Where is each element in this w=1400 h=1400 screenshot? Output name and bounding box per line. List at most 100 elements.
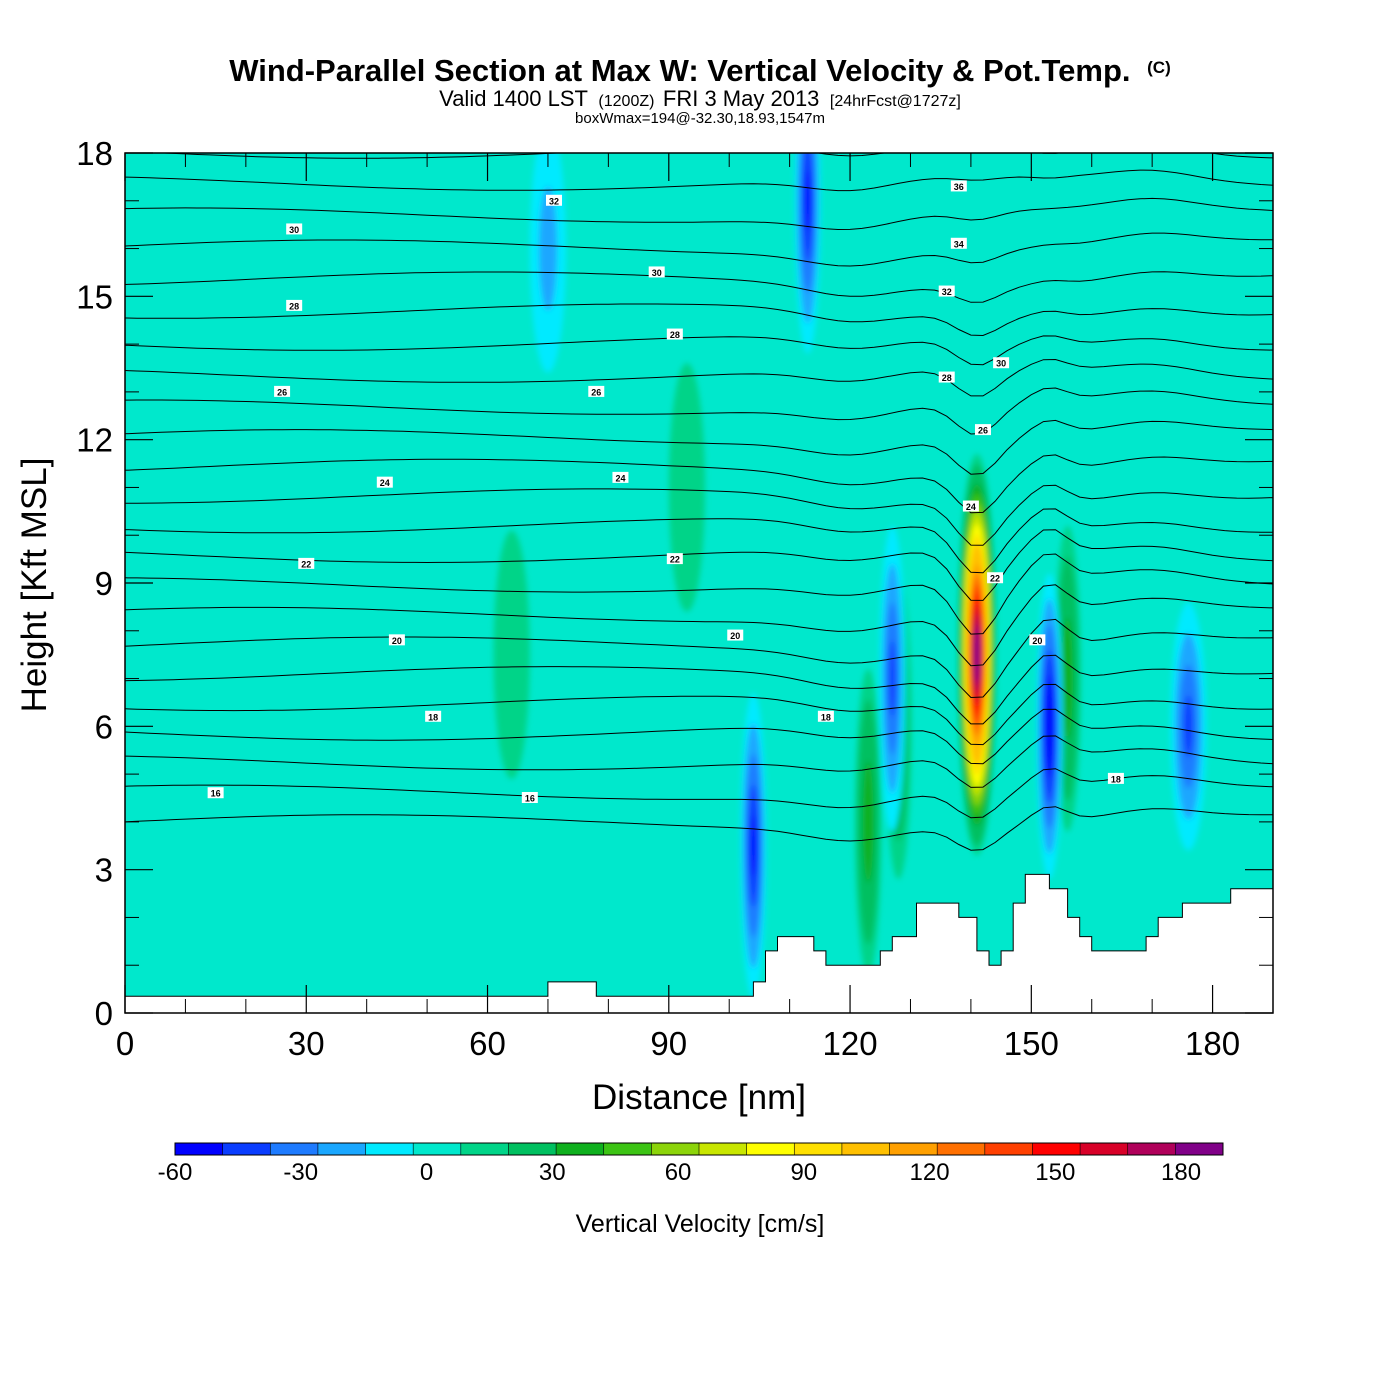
theta-label-text: 28 <box>670 330 680 340</box>
theta-label-text: 30 <box>652 268 662 278</box>
theta-label-bg <box>974 424 991 436</box>
theta-contour <box>125 169 1273 192</box>
colorbar-tick-label: 30 <box>539 1159 566 1186</box>
theta-label-text: 36 <box>954 182 964 192</box>
x-tick-label: 180 <box>1185 1025 1240 1062</box>
theta-label-bg <box>648 266 665 278</box>
vv-level <box>1064 647 1071 710</box>
chart-annotation: boxWmax=194@-32.30,18.93,1547m <box>575 110 825 127</box>
vv-level <box>538 186 558 311</box>
colorbar-tick-label: 180 <box>1161 1159 1201 1186</box>
x-tick-label: 120 <box>823 1025 878 1062</box>
vv-feature-downdraft <box>529 153 567 373</box>
theta-label: 34 <box>950 237 967 249</box>
theta-label-text: 32 <box>942 287 952 297</box>
theta-label-text: 24 <box>380 478 390 488</box>
theta-label: 22 <box>666 553 683 565</box>
theta-label-text: 26 <box>277 387 287 397</box>
theta-label-text: 28 <box>942 373 952 383</box>
colorbar-swatch <box>270 1143 319 1155</box>
colorbar-swatch <box>699 1143 748 1155</box>
colorbar: -60 -30 0 30 60 90 120 150 180 <box>158 1142 1224 1186</box>
theta-contour <box>125 735 1273 788</box>
theta-label: 30 <box>993 357 1010 369</box>
colorbar-swatch <box>1127 1143 1176 1155</box>
vv-feature-updraft <box>957 454 997 856</box>
colorbar-tick-label: 90 <box>790 1159 817 1186</box>
theta-contour <box>125 508 1273 574</box>
theta-label-bg <box>938 371 955 383</box>
theta-label-text: 26 <box>978 426 988 436</box>
theta-label-bg <box>286 223 303 235</box>
theta-label-text: 32 <box>549 196 559 206</box>
theta-label-text: 20 <box>1032 636 1042 646</box>
theta-label: 16 <box>207 787 224 799</box>
theta-contour <box>125 708 1273 765</box>
theta-label-text: 16 <box>211 789 221 799</box>
theta-label-text: 22 <box>301 559 311 569</box>
theta-contour <box>125 271 1273 303</box>
theta-label-bg <box>727 629 744 641</box>
theta-label-text: 30 <box>996 359 1006 369</box>
y-tick-label: 9 <box>95 565 113 602</box>
colorbar-title: Vertical Velocity [cm/s] <box>576 1210 825 1238</box>
colorbar-swatch <box>1080 1143 1129 1155</box>
vv-level <box>805 170 811 232</box>
vv-feature-downdraft <box>879 525 906 832</box>
theta-label: 32 <box>545 194 562 206</box>
vv-feature-downdraft <box>794 153 822 354</box>
colorbar-swatch <box>556 1143 605 1155</box>
terrain-mask <box>125 873 1273 1013</box>
colorbar-swatch <box>841 1143 891 1155</box>
theta-label: 22 <box>987 572 1004 584</box>
colorbar-swatch <box>603 1143 652 1155</box>
colorbar-swatch <box>222 1143 271 1155</box>
theta-contour <box>125 358 1273 397</box>
vv-level <box>1047 700 1052 752</box>
theta-label-bg <box>298 557 315 569</box>
theta-label-text: 22 <box>670 555 680 565</box>
theta-label-text: 30 <box>289 225 299 235</box>
colorbar-tick-label: 0 <box>420 1159 433 1186</box>
theta-label-bg <box>987 572 1004 584</box>
theta-label: 20 <box>727 629 744 641</box>
theta-label-text: 16 <box>525 794 535 804</box>
colorbar-swatch <box>365 1143 414 1155</box>
theta-label: 18 <box>1107 772 1124 784</box>
x-tick-label: 30 <box>288 1025 325 1062</box>
vv-feature-downdraft <box>1170 602 1207 851</box>
theta-label-text: 28 <box>289 301 299 311</box>
theta-label-bg <box>950 180 967 192</box>
y-axis-label: Height [Kft MSL] <box>15 458 54 713</box>
theta-label-bg <box>376 476 393 488</box>
colorbar-swatch <box>889 1143 938 1155</box>
theta-label-bg <box>962 500 979 512</box>
theta-contour <box>125 683 1273 746</box>
theta-label: 20 <box>388 634 405 646</box>
vv-feature-updraft <box>668 363 706 612</box>
x-tick-label: 150 <box>1004 1025 1059 1062</box>
theta-contour <box>125 484 1273 546</box>
theta-label-text: 18 <box>821 712 831 722</box>
theta-label: 18 <box>817 710 834 722</box>
theta-label-bg <box>545 194 562 206</box>
colorbar-tick-label: 120 <box>910 1159 950 1186</box>
theta-label: 32 <box>938 285 955 297</box>
theta-label-text: 22 <box>990 574 1000 584</box>
vv-feature-downdraft <box>1036 573 1063 880</box>
theta-label-bg <box>1107 772 1124 784</box>
theta-label: 20 <box>1029 634 1046 646</box>
colorbar-tick-label: 60 <box>665 1159 692 1186</box>
theta-contour <box>125 618 1273 699</box>
colorbar-tick-label: 150 <box>1035 1159 1075 1186</box>
theta-label: 24 <box>962 500 979 512</box>
colorbar-swatch <box>984 1143 1033 1155</box>
colorbar-swatch <box>794 1143 843 1155</box>
y-tick-label: 0 <box>95 995 113 1032</box>
theta-label: 28 <box>666 328 683 340</box>
theta-label: 36 <box>950 180 967 192</box>
theta-label-bg <box>666 328 683 340</box>
vv-level <box>1183 695 1193 758</box>
vv-level <box>889 640 896 717</box>
